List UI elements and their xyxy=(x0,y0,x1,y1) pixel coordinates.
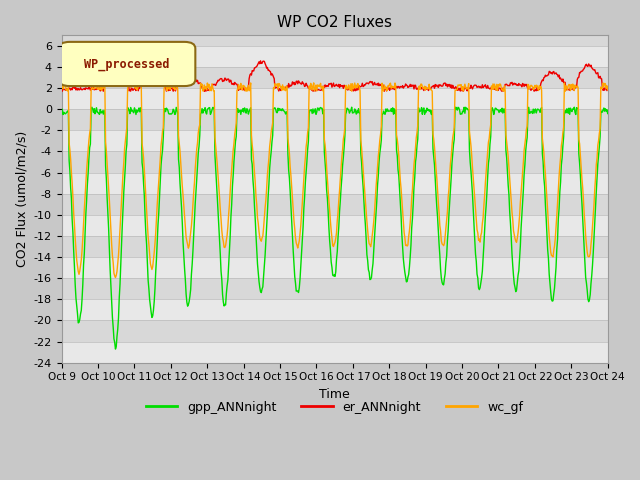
er_ANNnight xyxy=(179,75,187,81)
gpp_ANNnight xyxy=(402,275,410,280)
Text: WP_processed: WP_processed xyxy=(84,58,170,71)
Line: er_ANNnight: er_ANNnight xyxy=(61,61,608,91)
Bar xyxy=(61,257,608,278)
er_ANNnight xyxy=(402,81,410,87)
Bar xyxy=(61,341,608,362)
er_ANNnight xyxy=(58,86,65,92)
Bar xyxy=(61,88,608,109)
gpp_ANNnight xyxy=(180,253,188,259)
wc_gf xyxy=(180,204,188,209)
wc_gf xyxy=(604,87,612,93)
Line: gpp_ANNnight: gpp_ANNnight xyxy=(61,107,608,349)
er_ANNnight xyxy=(499,88,506,94)
Legend: gpp_ANNnight, er_ANNnight, wc_gf: gpp_ANNnight, er_ANNnight, wc_gf xyxy=(141,396,529,419)
er_ANNnight xyxy=(418,86,426,92)
Y-axis label: CO2 Flux (umol/m2/s): CO2 Flux (umol/m2/s) xyxy=(15,131,28,267)
er_ANNnight xyxy=(208,84,216,90)
wc_gf xyxy=(310,80,317,86)
gpp_ANNnight xyxy=(452,104,460,110)
Bar xyxy=(61,173,608,194)
gpp_ANNnight xyxy=(111,346,119,352)
wc_gf xyxy=(209,84,216,90)
er_ANNnight xyxy=(604,85,612,91)
Line: wc_gf: wc_gf xyxy=(61,83,608,277)
gpp_ANNnight xyxy=(418,105,426,110)
gpp_ANNnight xyxy=(125,107,132,112)
er_ANNnight xyxy=(124,78,131,84)
wc_gf xyxy=(68,169,76,175)
Bar xyxy=(61,215,608,236)
gpp_ANNnight xyxy=(604,111,612,117)
Bar xyxy=(61,46,608,67)
wc_gf xyxy=(125,81,132,86)
er_ANNnight xyxy=(257,58,264,64)
Bar xyxy=(61,131,608,152)
wc_gf xyxy=(403,242,410,248)
X-axis label: Time: Time xyxy=(319,388,350,401)
wc_gf xyxy=(111,275,119,280)
er_ANNnight xyxy=(68,85,76,91)
wc_gf xyxy=(419,84,426,89)
wc_gf xyxy=(58,84,65,89)
Bar xyxy=(61,299,608,320)
gpp_ANNnight xyxy=(58,108,65,114)
Title: WP CO2 Fluxes: WP CO2 Fluxes xyxy=(277,15,392,30)
gpp_ANNnight xyxy=(209,105,216,110)
FancyBboxPatch shape xyxy=(59,42,195,86)
gpp_ANNnight xyxy=(68,195,76,201)
